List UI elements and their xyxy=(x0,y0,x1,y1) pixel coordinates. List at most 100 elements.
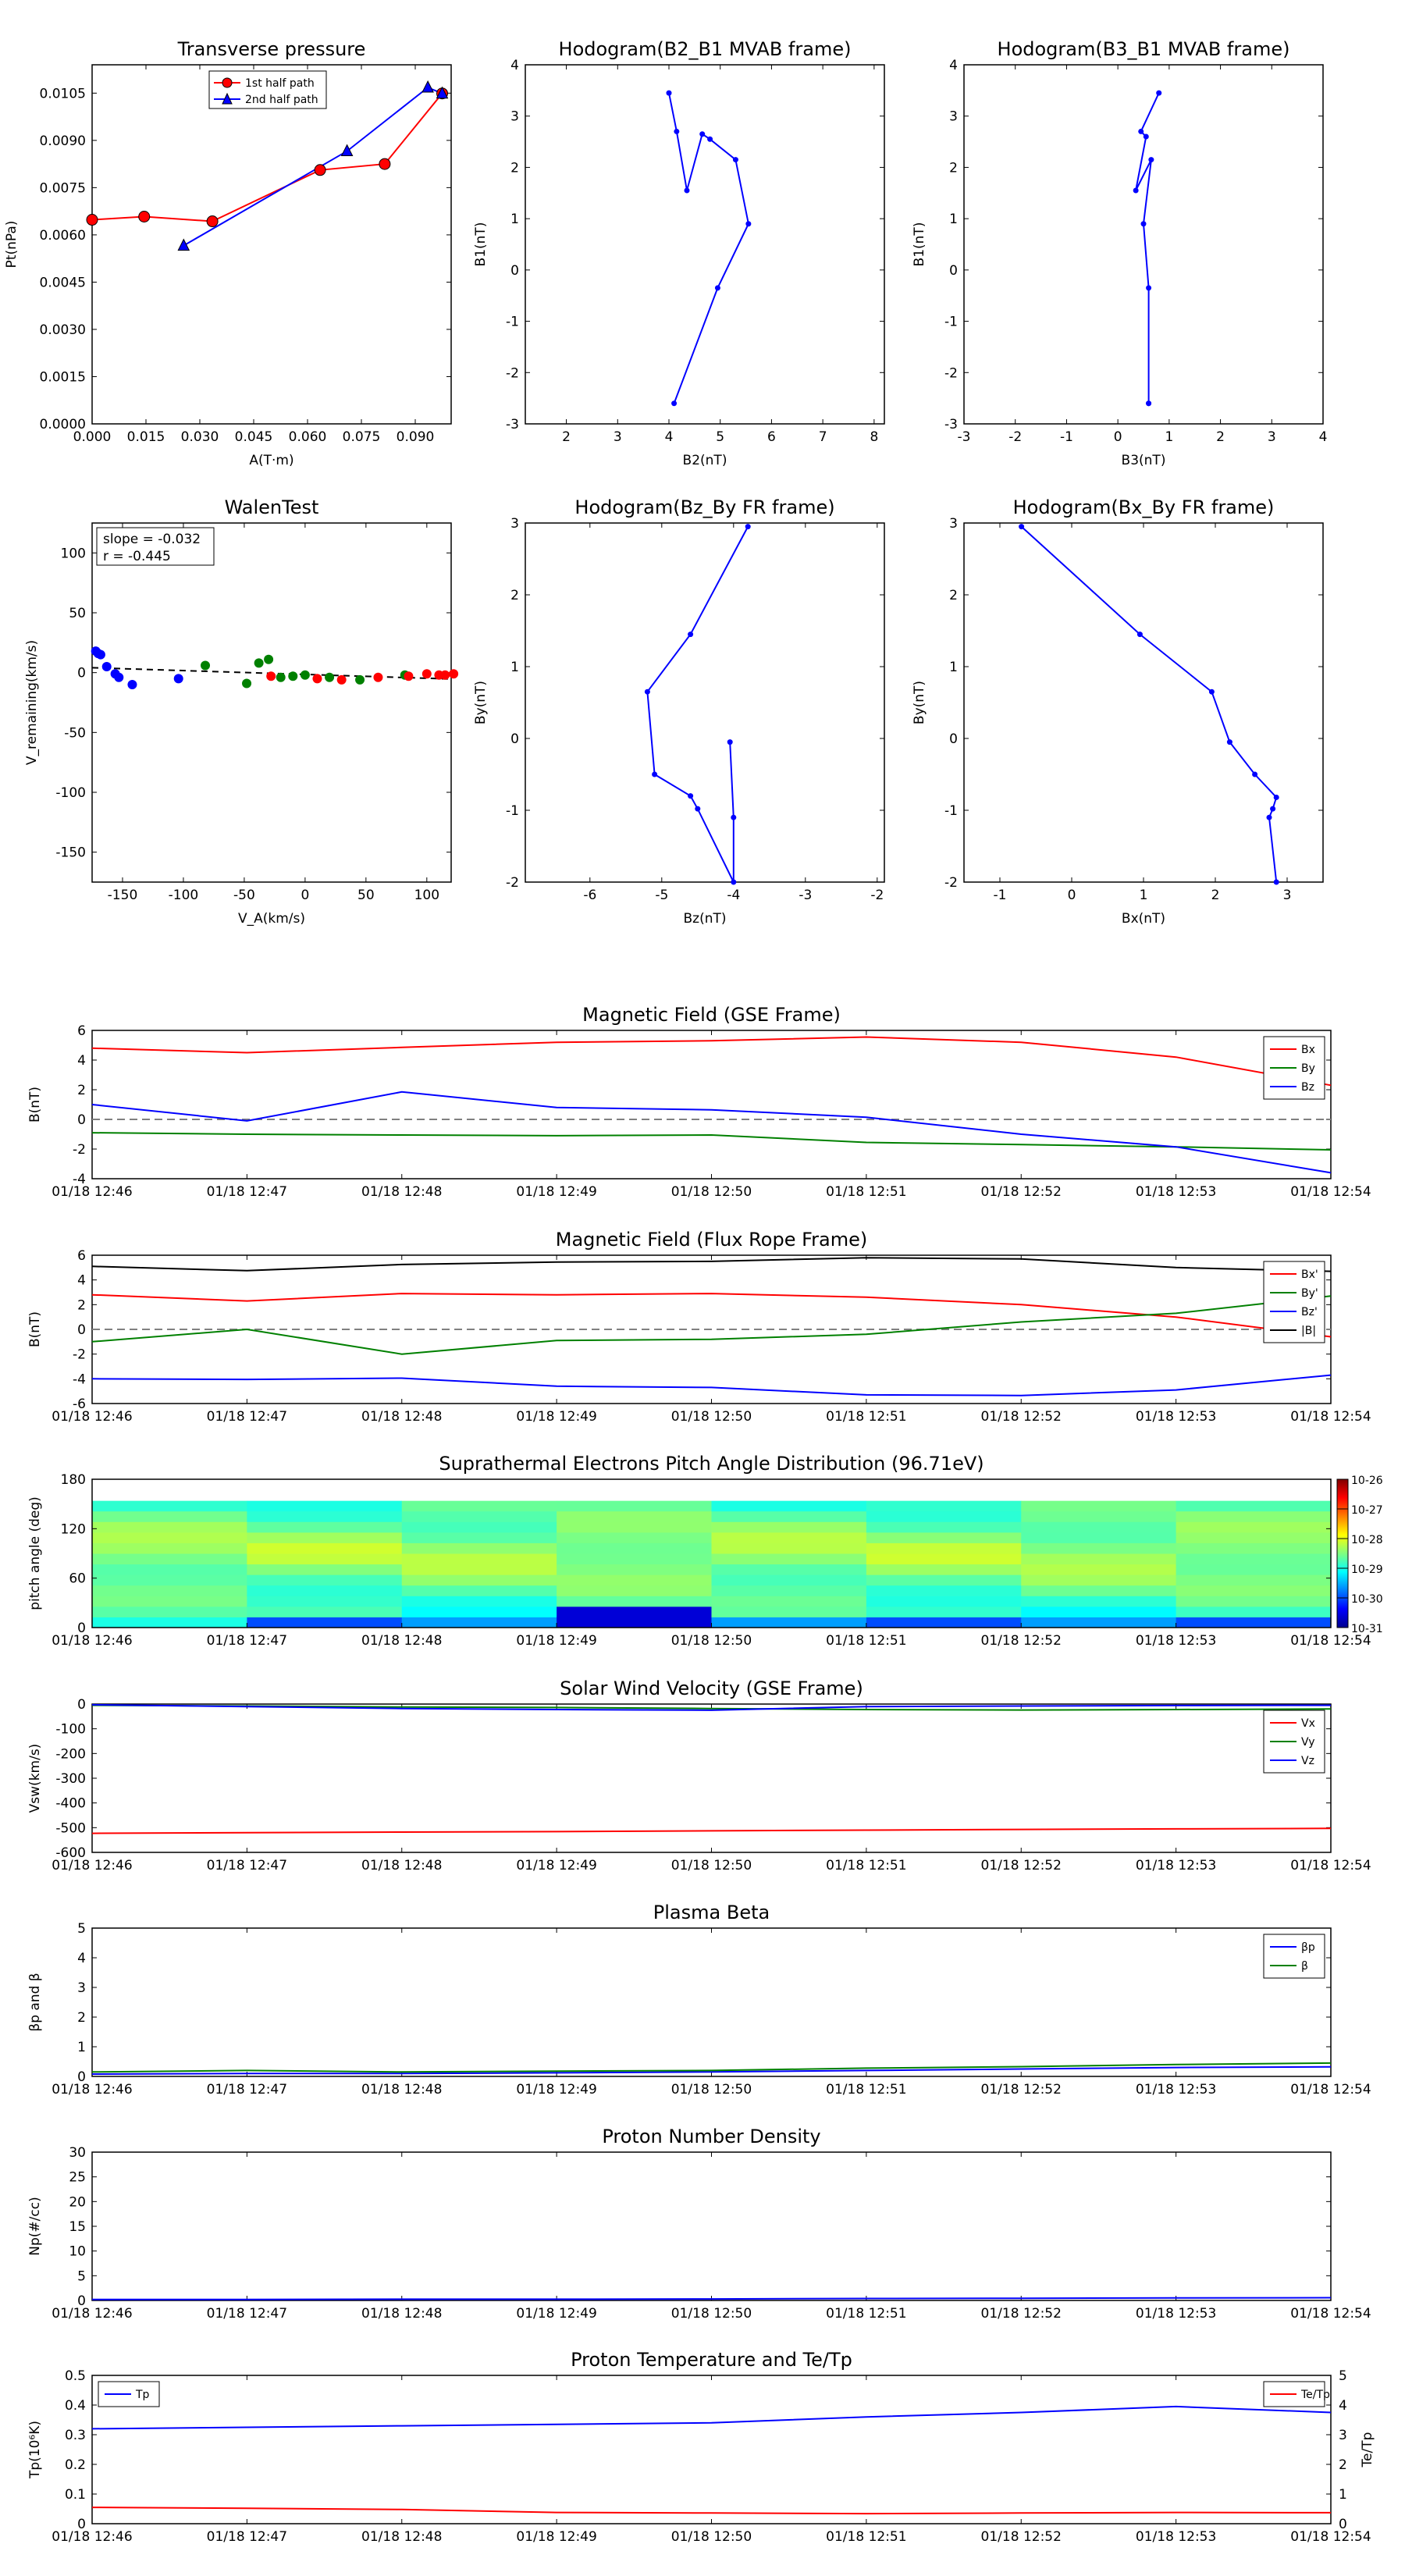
h4-ytick-label: 1 xyxy=(949,660,958,675)
h1-xtick-label: 4 xyxy=(665,429,674,445)
tp-legend-label-2nd: 2nd half path xyxy=(245,94,318,106)
vsw-time-tick-label: 01/18 12:49 xyxy=(516,1858,596,1873)
bgse-ytick-label: 0 xyxy=(77,1112,86,1128)
tp-ytick-label: 0.0045 xyxy=(40,275,86,290)
h1-xtick-label: 6 xyxy=(767,429,776,445)
h1-xtick-label: 3 xyxy=(614,429,622,445)
walen-ytick-label: -100 xyxy=(55,785,86,801)
bgse-series-Bx-line xyxy=(91,1036,1332,1087)
walen-xtick-label: -100 xyxy=(169,888,199,903)
pad-heatmap-cell xyxy=(92,1532,247,1543)
h2-xtick-label: 3 xyxy=(1268,429,1276,445)
temp-ytick-label: 0.5 xyxy=(65,2368,86,2384)
h3-xtick-label: -3 xyxy=(799,888,812,903)
pad-heatmap-cell xyxy=(92,1596,247,1607)
bfr-series-Bx-line xyxy=(91,1293,1332,1338)
h3-xtick-label: -6 xyxy=(583,888,596,903)
bfr-time-tick-label: 01/18 12:47 xyxy=(207,1409,287,1425)
pad-heatmap-cell xyxy=(711,1510,867,1522)
temp-time-tick-label: 01/18 12:54 xyxy=(1290,2529,1371,2545)
pad-heatmap-cell xyxy=(1176,1542,1332,1554)
pad-heatmap-cell xyxy=(1021,1542,1177,1554)
h3-trajectory-point xyxy=(644,688,650,695)
bfr-ytick-label: 0 xyxy=(77,1322,86,1338)
h2-ytick-label: -1 xyxy=(944,315,958,330)
np-ytick-label: 25 xyxy=(69,2170,86,2186)
pad-heatmap-cell xyxy=(1021,1617,1177,1628)
pad-heatmap-cell xyxy=(557,1574,712,1586)
tp-xtick-label: 0.015 xyxy=(127,429,165,445)
vsw-legend-label: Vz xyxy=(1301,1755,1314,1767)
bfr-ytick-label: -4 xyxy=(73,1372,86,1387)
beta-ytick-label: 2 xyxy=(77,2010,86,2026)
tp-point-2nd-half xyxy=(436,86,449,99)
h1-xtick-label: 8 xyxy=(870,429,878,445)
pad-heatmap-cell xyxy=(557,1500,712,1512)
h2-ytick-label: -2 xyxy=(944,365,958,381)
h3-trajectory-point xyxy=(731,814,737,820)
vsw-ytick-label: -400 xyxy=(55,1796,86,1812)
pad-heatmap-cell xyxy=(711,1606,867,1617)
h2-trajectory-point xyxy=(1148,157,1154,163)
tp-series-2nd-line xyxy=(183,86,443,247)
h3-xtick-label: -4 xyxy=(727,888,740,903)
pad-heatmap-cell xyxy=(557,1564,712,1575)
pad-heatmap-cell xyxy=(866,1596,1022,1607)
pad-heatmap-cell xyxy=(866,1564,1022,1575)
h2-trajectory-line xyxy=(1135,92,1160,404)
pad-heatmap-cell xyxy=(711,1574,867,1586)
beta-time-tick-label: 01/18 12:48 xyxy=(361,2082,442,2097)
np-ytick-label: 20 xyxy=(69,2194,86,2210)
walen-xtick-label: 100 xyxy=(414,888,439,903)
pad-heatmap-cell xyxy=(711,1500,867,1512)
h2-xtick-label: -2 xyxy=(1008,429,1022,445)
pad-ylabel: pitch angle (deg) xyxy=(27,1496,43,1610)
h1-trajectory-point xyxy=(674,128,680,134)
np-time-tick-label: 01/18 12:46 xyxy=(52,2306,132,2322)
pad-title: Suprathermal Electrons Pitch Angle Distr… xyxy=(439,1453,984,1475)
pad-ytick-label: 120 xyxy=(61,1521,86,1537)
h1-ytick-label: 1 xyxy=(510,212,519,227)
bgse-legend-label: By xyxy=(1301,1062,1315,1075)
pad-heatmap-cell xyxy=(92,1585,247,1596)
h1-ytick-label: 3 xyxy=(510,109,519,125)
walen-point-green xyxy=(242,678,252,688)
temp-ytick-label-r: 0 xyxy=(1339,2517,1347,2532)
bgse-time-tick-label: 01/18 12:53 xyxy=(1136,1184,1216,1200)
bfr-ytick-label: 2 xyxy=(77,1297,86,1313)
temp-ytick-label: 0.1 xyxy=(65,2487,86,2503)
h3-ytick-label: 2 xyxy=(510,588,519,603)
beta-ylabel: βp and β xyxy=(27,1973,43,2031)
pad-heatmap-cell xyxy=(247,1617,403,1628)
pad-heatmap-cell xyxy=(1176,1489,1332,1501)
h1-ytick-label: 0 xyxy=(510,263,519,279)
vsw-ytick-label: -500 xyxy=(55,1820,86,1836)
walen-point-red xyxy=(336,674,347,685)
bgse-ylabel: B(nT) xyxy=(27,1087,43,1123)
temp-time-tick-label: 01/18 12:48 xyxy=(361,2529,442,2545)
h3-trajectory-point xyxy=(695,806,701,812)
pad-heatmap-cell xyxy=(866,1489,1022,1501)
walen-ytick-label: 50 xyxy=(69,606,86,621)
pad-heatmap-cell xyxy=(866,1542,1022,1554)
pad-time-tick-label: 01/18 12:51 xyxy=(826,1633,906,1649)
tp-ytick-label: 0.0060 xyxy=(40,228,86,244)
bgse-ytick-label: -2 xyxy=(73,1142,86,1158)
tp-ytick-label: 0.0105 xyxy=(40,86,86,101)
pad-heatmap-cell xyxy=(401,1479,557,1491)
bfr-legend-label: Bx' xyxy=(1301,1268,1318,1281)
walen-point-green xyxy=(201,660,211,671)
h2-ylabel: B1(nT) xyxy=(912,222,927,267)
pad-heatmap-cell xyxy=(401,1596,557,1607)
walen-point-blue xyxy=(127,680,137,689)
h2-ytick-label: 0 xyxy=(949,263,958,279)
temp-ytick-label-r: 1 xyxy=(1339,2487,1347,2503)
h3-trajectory-point xyxy=(652,771,658,777)
pad-heatmap-cell xyxy=(247,1532,403,1543)
bgse-legend-label: Bz xyxy=(1301,1081,1314,1094)
h4-xtick-label: 0 xyxy=(1068,888,1076,903)
bgse-axes-frame xyxy=(91,1030,1332,1179)
h2-trajectory-point xyxy=(1146,400,1152,407)
temp-title: Proton Temperature and Te/Tp xyxy=(571,2349,852,2371)
walen-ytick-label: 100 xyxy=(61,546,86,561)
